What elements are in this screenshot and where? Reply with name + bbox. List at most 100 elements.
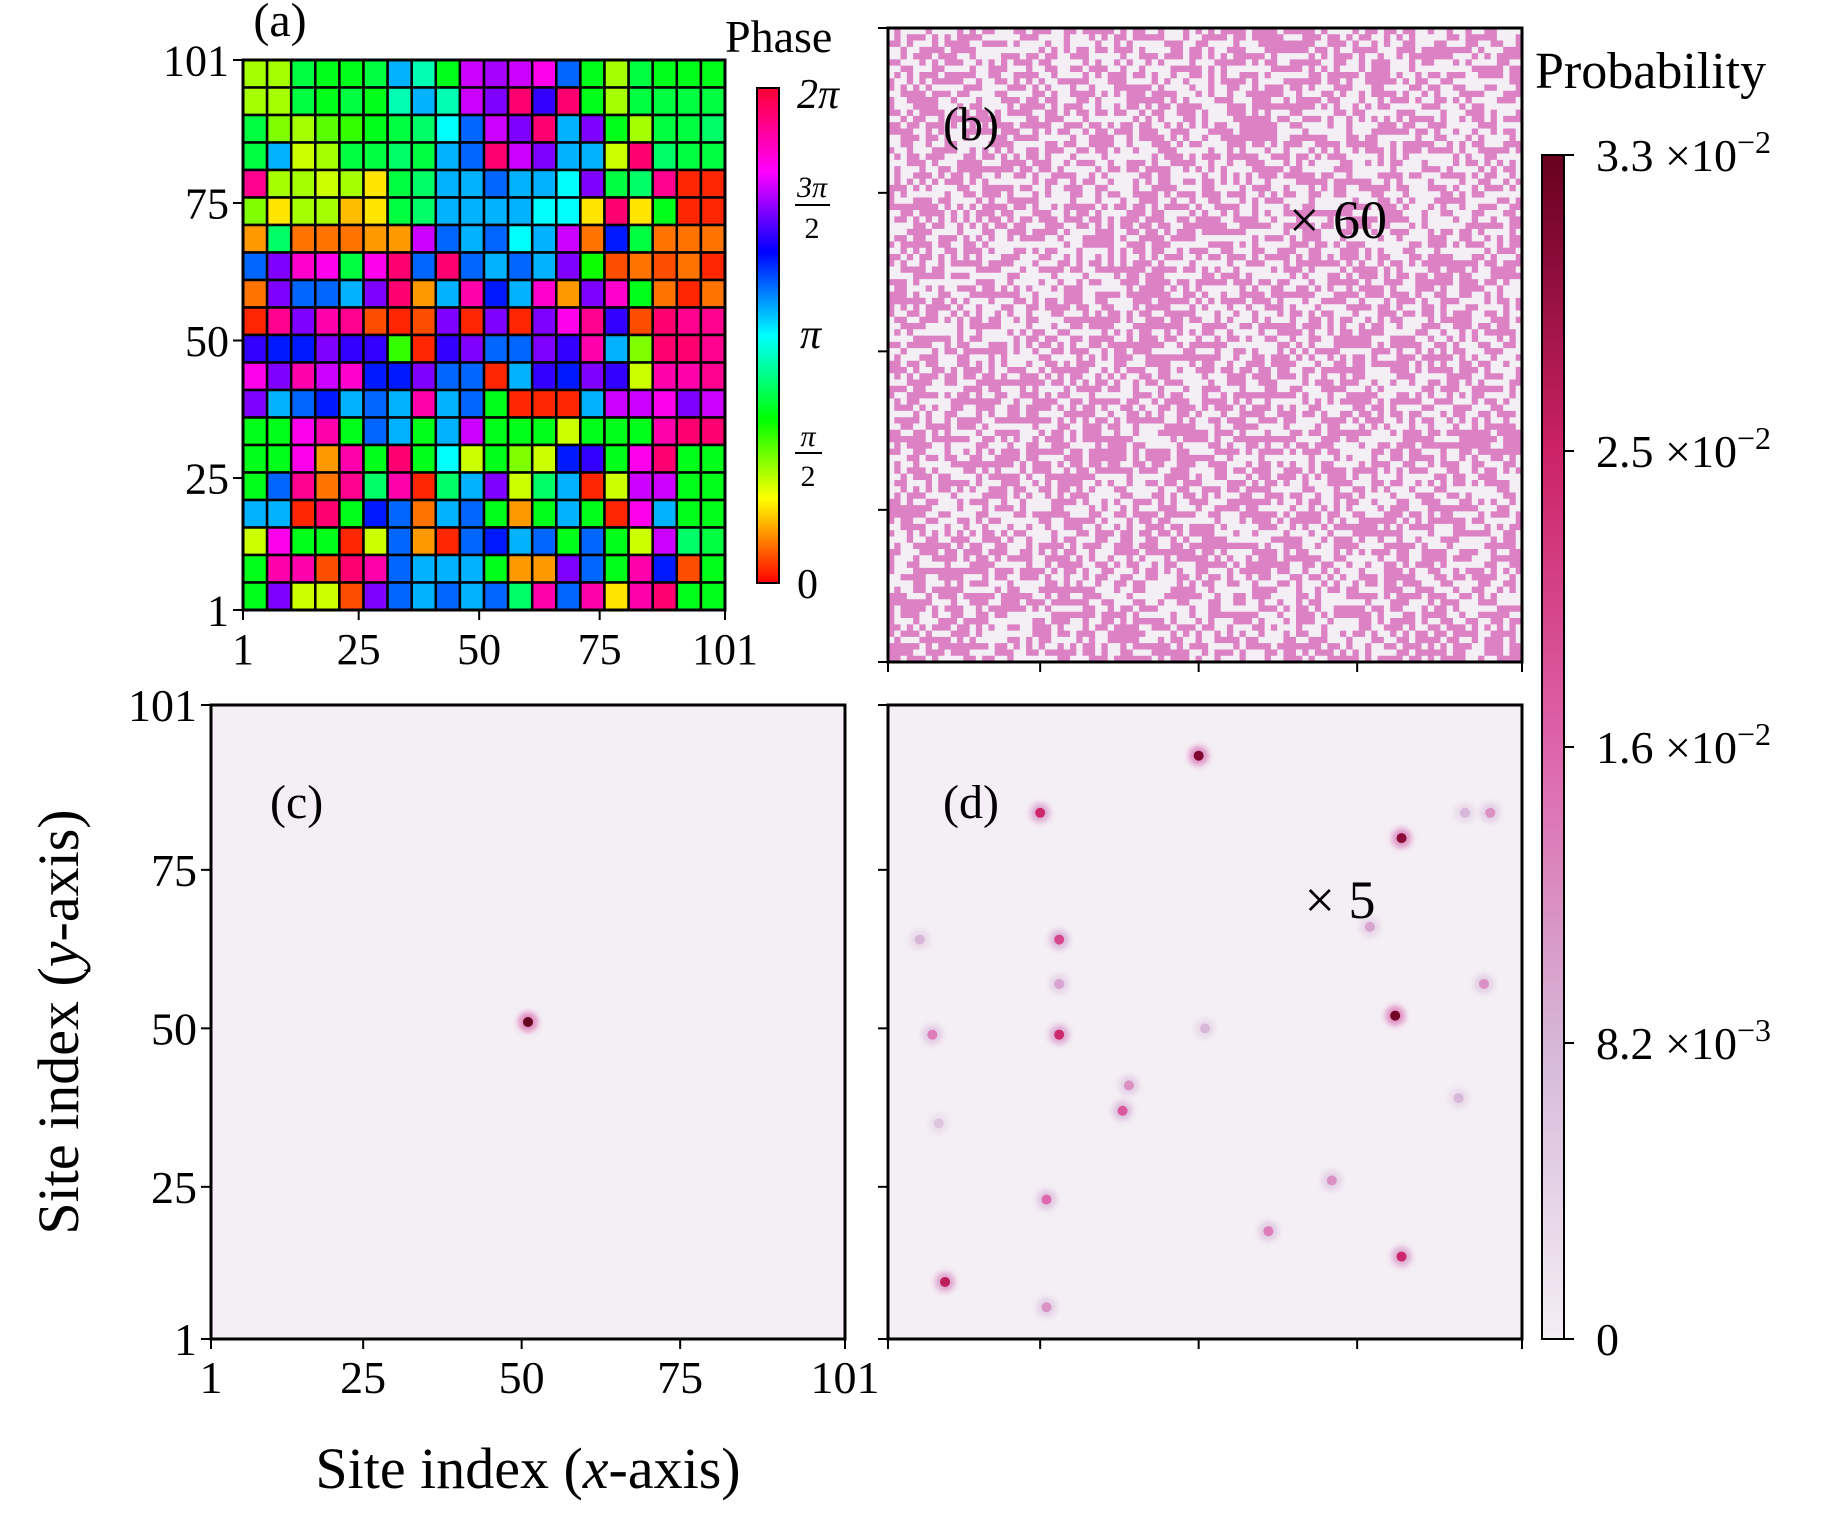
probability-peak <box>933 1118 944 1129</box>
phase-cell <box>675 333 703 364</box>
phase-cell <box>699 443 727 474</box>
phase-cell <box>699 223 727 254</box>
probability-peak <box>1459 807 1470 818</box>
phase-cell <box>627 553 654 584</box>
phase-cell <box>675 443 703 474</box>
phase-cell <box>651 526 679 557</box>
probability-peak <box>1123 1080 1134 1091</box>
phase-cell <box>386 443 413 474</box>
phase-cell <box>530 443 558 474</box>
phase-cell <box>675 141 703 172</box>
phase-cell <box>506 86 534 117</box>
phase-cell <box>699 333 727 364</box>
phase-cell <box>530 58 558 89</box>
phase-cell <box>603 141 630 172</box>
svg-text:3π: 3π <box>796 171 828 204</box>
phase-cell <box>410 553 438 584</box>
phase-cell <box>651 223 679 254</box>
phase-cell <box>651 141 679 172</box>
phase-cell <box>651 333 679 364</box>
colorbar-tick-label: 2.5 ×10−2 <box>1596 420 1771 477</box>
phase-cell <box>699 553 727 584</box>
phase-cell <box>675 471 703 502</box>
panel-c: (c) 11 25 25 50 50 75 75 101 101 <box>128 680 880 1403</box>
phase-cell <box>265 443 293 474</box>
probability-peak <box>1117 1105 1128 1116</box>
phase-cell <box>386 498 413 529</box>
phase-cell <box>434 333 462 364</box>
phase-cell <box>530 113 558 144</box>
phase-cell <box>555 223 582 254</box>
phase-cell <box>555 141 582 172</box>
phase-cell <box>603 498 630 529</box>
phase-cell <box>627 526 654 557</box>
phase-cell <box>699 278 727 309</box>
panel-d-annotation: × 5 <box>1305 870 1376 930</box>
phase-cell <box>555 526 582 557</box>
phase-cell <box>241 196 269 227</box>
phase-cell <box>627 223 654 254</box>
phase-cell <box>555 498 582 529</box>
probability-peak <box>914 934 925 945</box>
phase-cell <box>627 498 654 529</box>
phase-cell <box>579 581 606 612</box>
probability-peak <box>1390 1010 1401 1021</box>
y-tick-label: 1 <box>207 586 229 635</box>
phase-cell <box>482 86 510 117</box>
phase-cell <box>651 168 679 199</box>
y-axis-label: Site index (y-axis) <box>26 809 91 1234</box>
phase-cell <box>410 223 438 254</box>
phase-cell <box>627 168 654 199</box>
phase-cell <box>651 58 679 89</box>
phase-cell <box>434 251 462 282</box>
phase-cell <box>555 553 582 584</box>
phase-cell <box>314 581 341 612</box>
phase-cell <box>603 223 630 254</box>
phase-cell <box>651 86 679 117</box>
probability-peak <box>1485 807 1496 818</box>
phase-cell <box>675 113 703 144</box>
phase-cell <box>675 251 703 282</box>
phase-cell <box>386 141 413 172</box>
phase-cell <box>651 251 679 282</box>
phase-cell <box>241 86 269 117</box>
phase-cell <box>314 278 341 309</box>
phase-cell <box>410 251 438 282</box>
phase-cell <box>603 113 630 144</box>
x-axis-label: Site index (x-axis) <box>315 1436 740 1501</box>
phase-cell <box>651 471 679 502</box>
phase-cell <box>289 333 317 364</box>
phase-cell <box>289 526 317 557</box>
phase-cell <box>675 388 703 419</box>
phase-cell <box>458 196 486 227</box>
phase-cell <box>675 278 703 309</box>
phase-cell <box>627 388 654 419</box>
colorbar-tick-label: 0 <box>1596 1314 1619 1365</box>
phase-cell <box>289 471 317 502</box>
phase-cell <box>241 443 269 474</box>
phase-cell <box>314 168 341 199</box>
phase-cell <box>651 581 679 612</box>
phase-cell <box>555 278 582 309</box>
phase-cell <box>555 113 582 144</box>
phase-cell <box>699 168 727 199</box>
phase-cell <box>530 141 558 172</box>
phase-tick-pi-2: π 2 <box>795 420 822 493</box>
phase-cell <box>530 361 558 392</box>
probability-peak <box>1478 978 1489 989</box>
phase-cell <box>362 58 389 89</box>
panel-c-ticks: 11 25 25 50 50 75 75 101 101 <box>128 680 880 1403</box>
phase-cell <box>362 388 389 419</box>
phase-cell <box>603 388 630 419</box>
phase-cell <box>241 333 269 364</box>
phase-cell <box>241 361 269 392</box>
probability-peak <box>1193 750 1204 761</box>
phase-cell <box>699 471 727 502</box>
phase-cell <box>579 471 606 502</box>
phase-cell <box>289 498 317 529</box>
phase-cell <box>675 86 703 117</box>
phase-cell <box>338 361 365 392</box>
phase-cell <box>338 388 365 419</box>
phase-cell <box>482 361 510 392</box>
phase-cell <box>530 86 558 117</box>
